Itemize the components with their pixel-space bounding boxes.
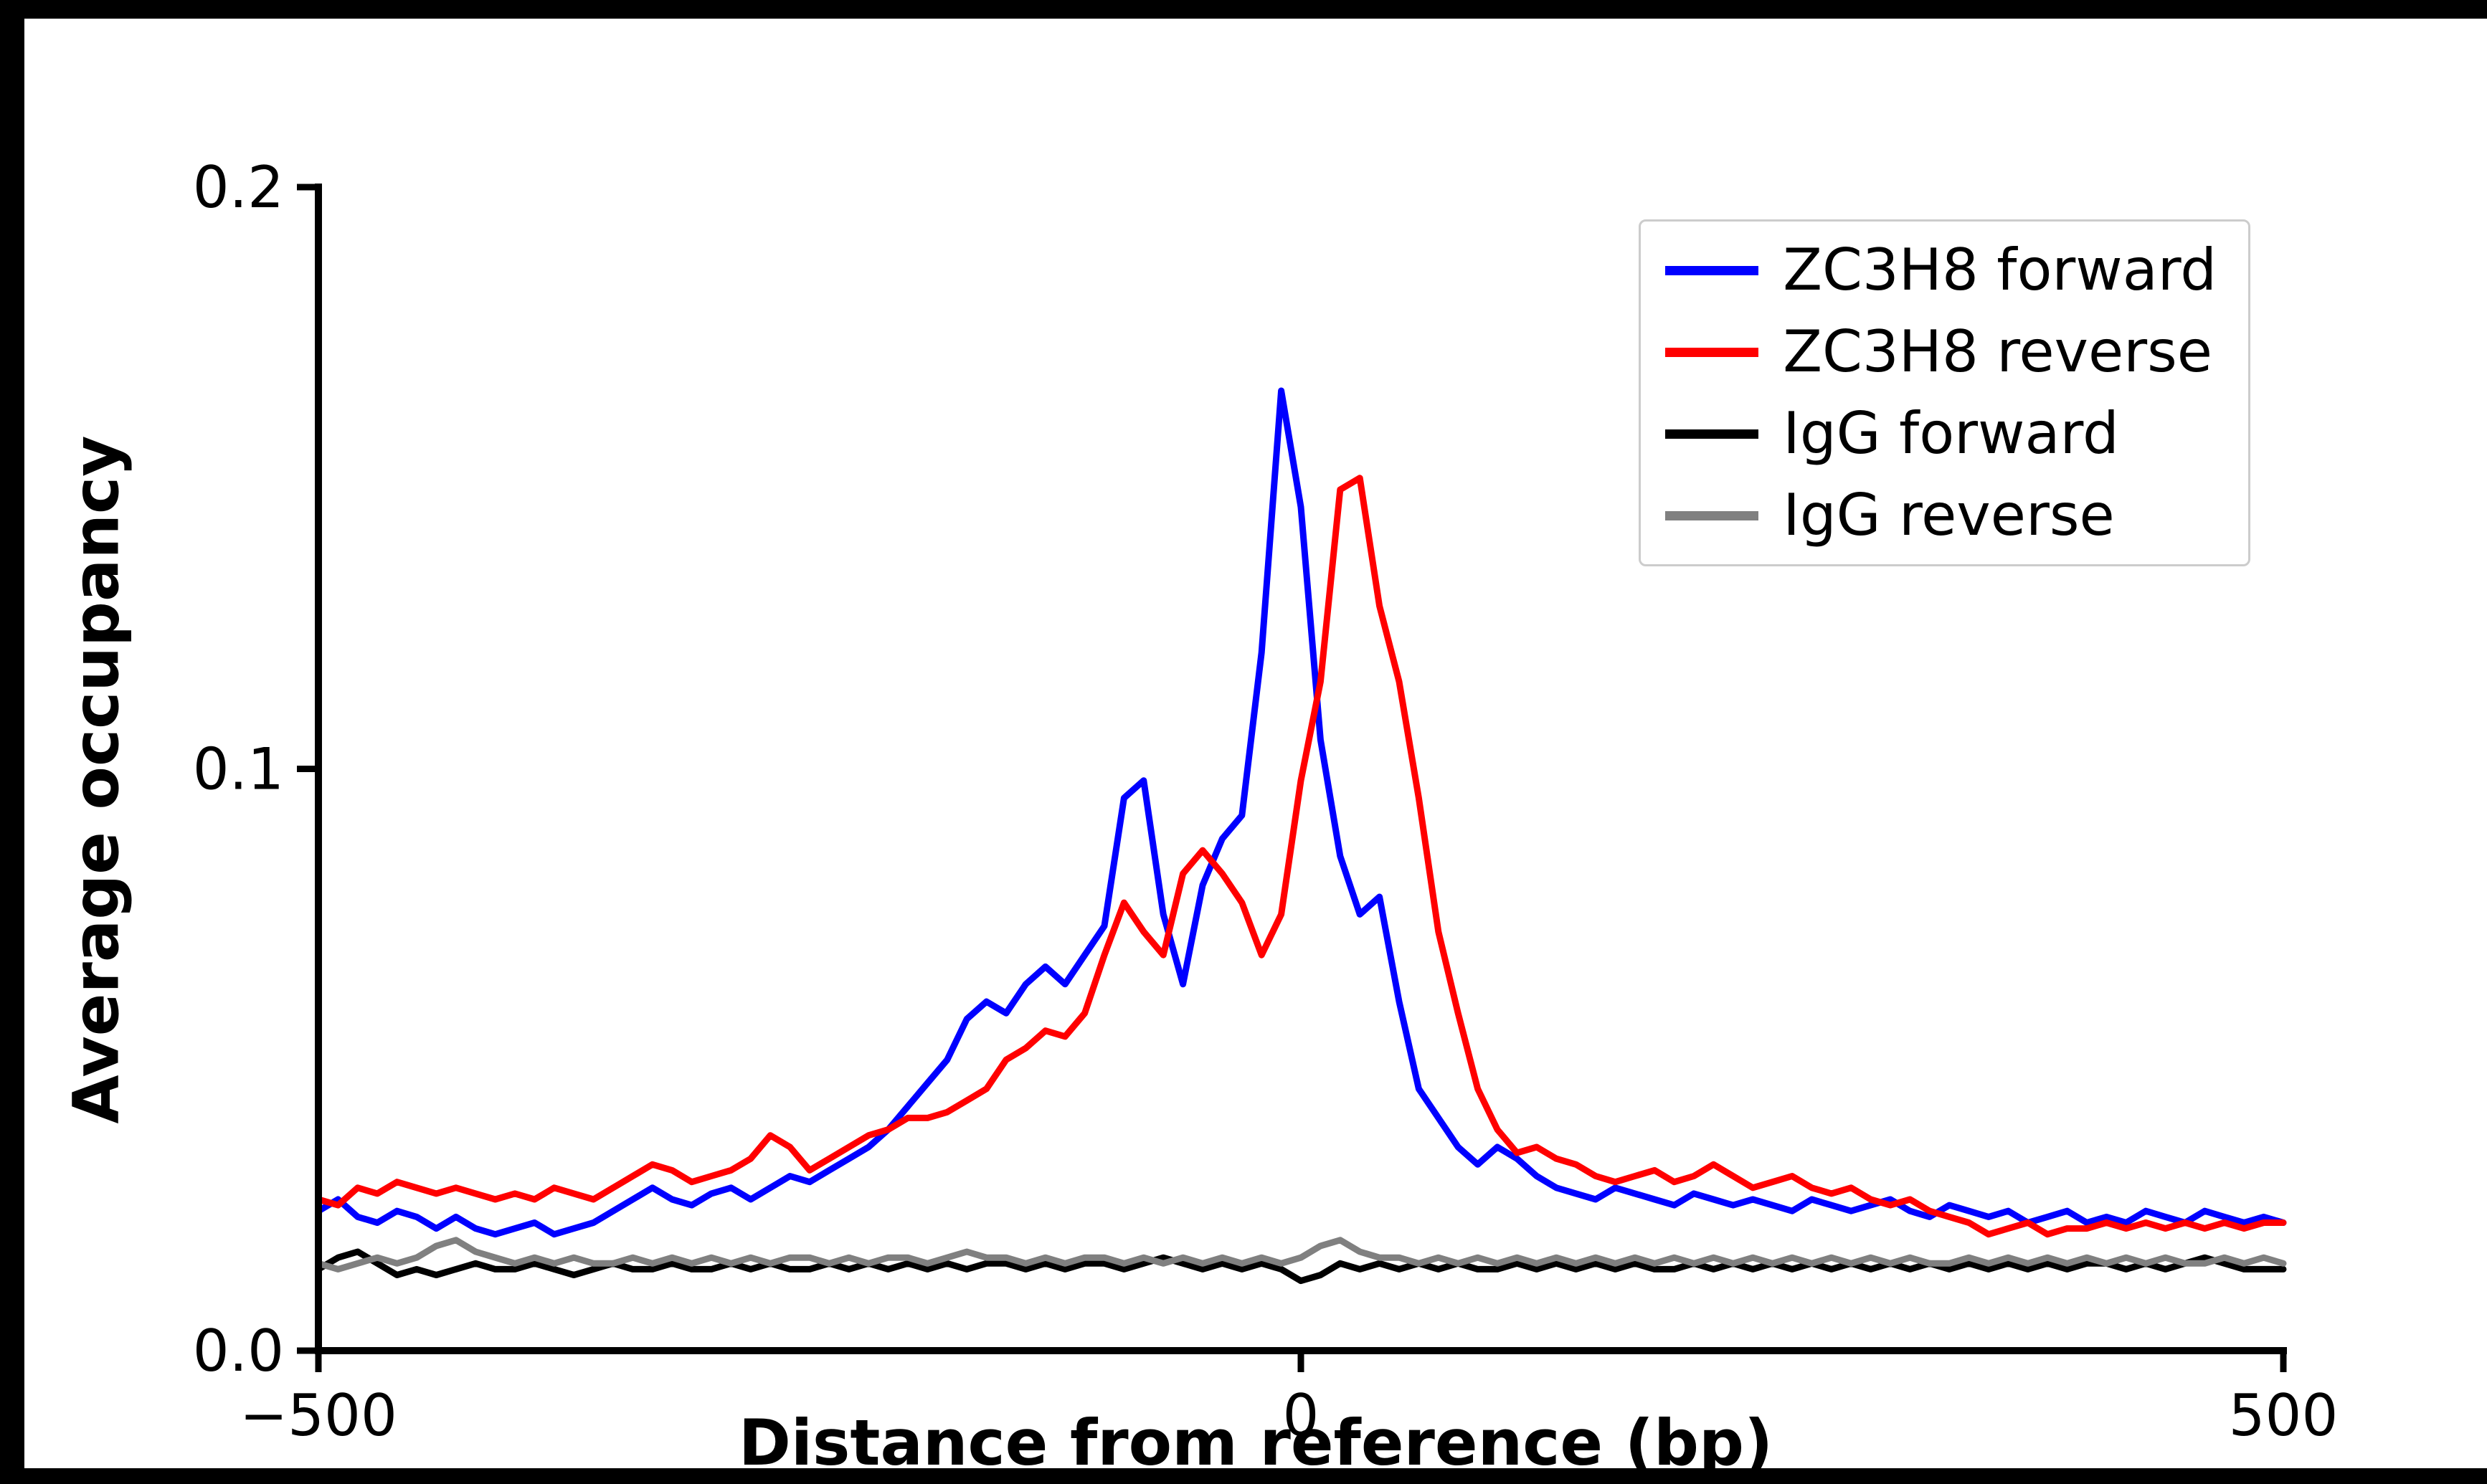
legend-swatch-igg-reverse xyxy=(1665,510,1759,520)
line-chart: −500 0 500 0.0 0.1 0.2 xyxy=(193,154,2339,1449)
legend-item: IgG reverse xyxy=(1665,487,2217,544)
series-line-2 xyxy=(315,1248,2287,1285)
legend-item: ZC3H8 reverse xyxy=(1665,323,2217,381)
legend: ZC3H8 forward ZC3H8 reverse IgG forward … xyxy=(1639,219,2250,566)
series-line-0 xyxy=(315,387,2287,1238)
x-tick-label: 0 xyxy=(1283,1382,1320,1449)
y-tick-label: 0.1 xyxy=(193,736,284,803)
legend-label-igg-forward: IgG forward xyxy=(1783,400,2119,467)
legend-item: IgG forward xyxy=(1665,405,2217,462)
x-tick-label: 500 xyxy=(2229,1382,2339,1449)
legend-swatch-zc3h8-reverse xyxy=(1665,347,1759,357)
legend-label-zc3h8-forward: ZC3H8 forward xyxy=(1783,237,2217,303)
y-tick-label: 0.0 xyxy=(193,1318,284,1384)
legend-item: ZC3H8 forward xyxy=(1665,242,2217,299)
y-tick-label: 0.2 xyxy=(193,154,284,221)
legend-swatch-zc3h8-forward xyxy=(1665,265,1759,275)
x-axis-label: Distance from reference (bp) xyxy=(738,1406,1773,1480)
legend-swatch-igg-forward xyxy=(1665,429,1759,439)
x-tick-label: −500 xyxy=(240,1382,397,1449)
y-axis-label: Average occupancy xyxy=(59,435,133,1124)
legend-label-igg-reverse: IgG reverse xyxy=(1783,482,2115,548)
series-line-3 xyxy=(315,1237,2287,1273)
legend-label-zc3h8-reverse: ZC3H8 reverse xyxy=(1783,318,2212,385)
series-line-1 xyxy=(315,475,2287,1238)
